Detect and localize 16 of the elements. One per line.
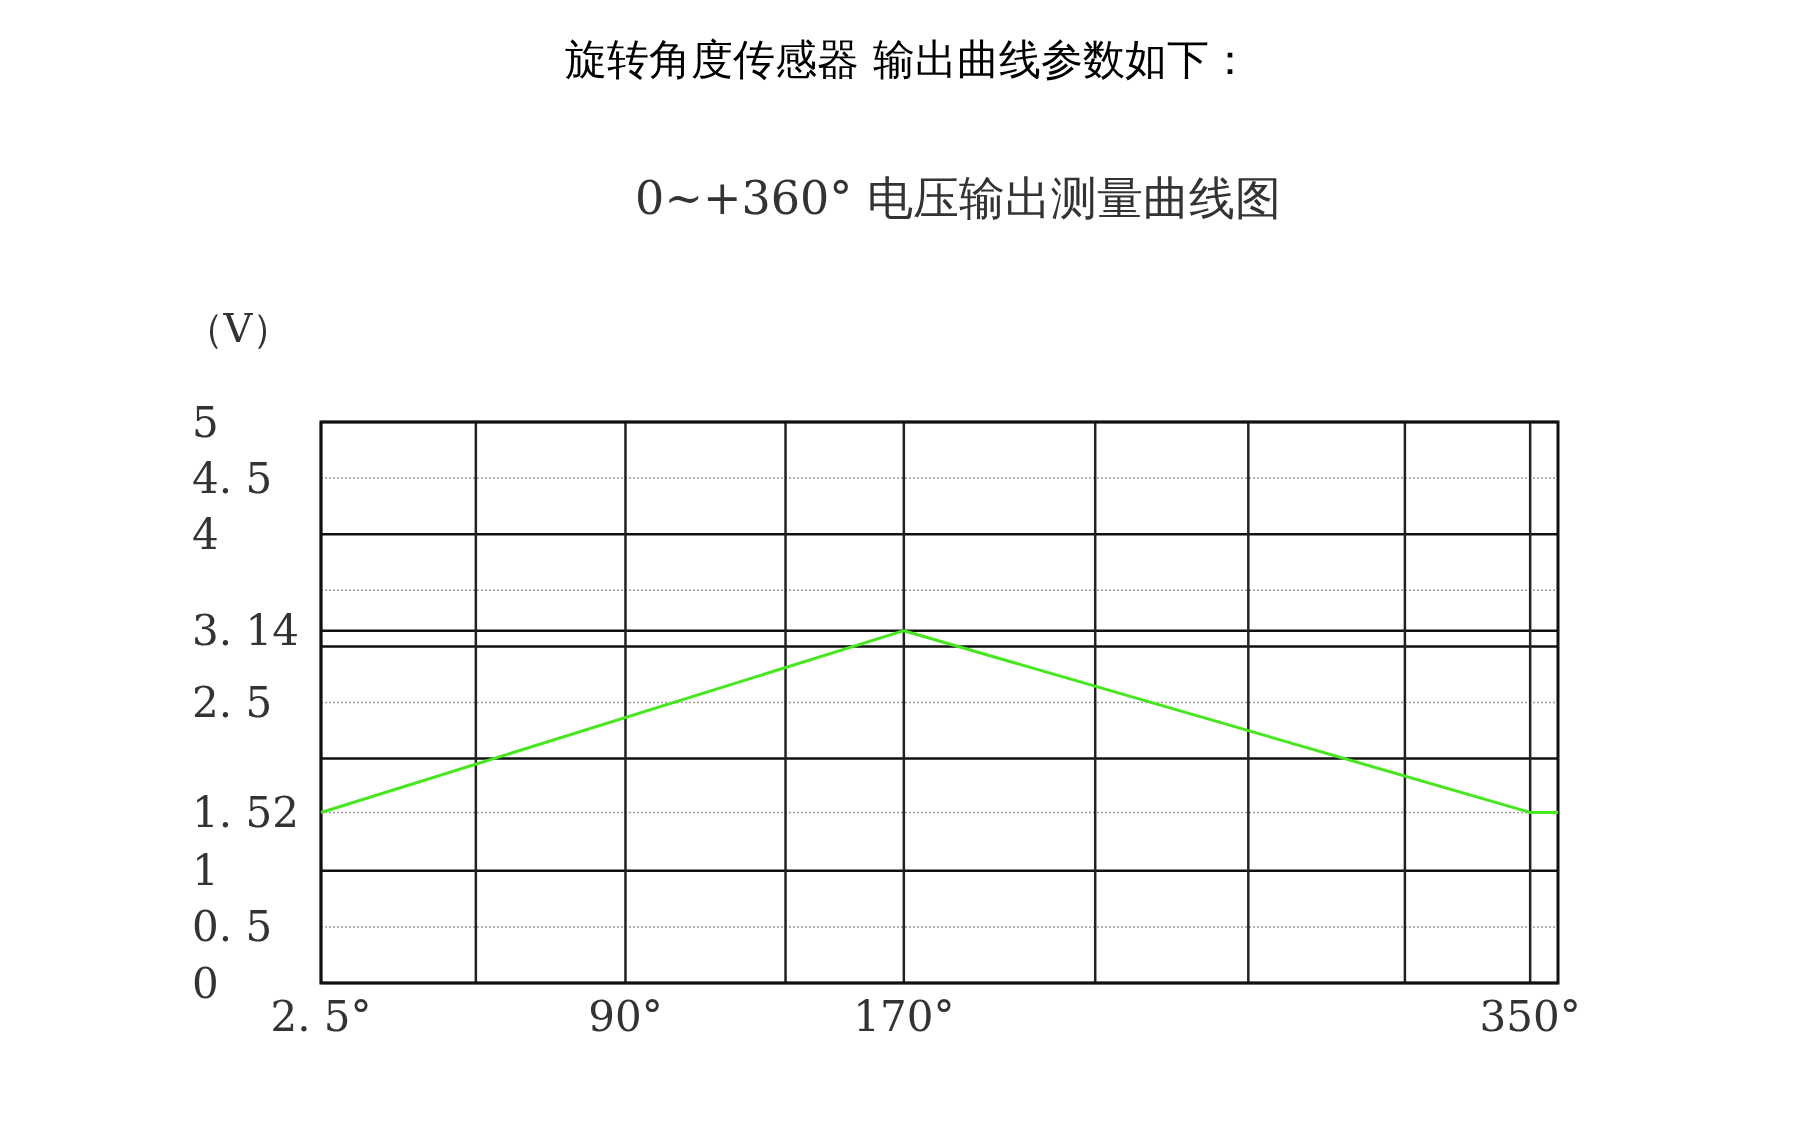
y-tick-label: 0 [192,958,219,1008]
y-tick-label: 3. 14 [192,606,299,656]
x-tick-label: 350° [1479,992,1581,1041]
y-tick-label: 4 [192,509,219,559]
y-tick-label: 4. 5 [192,453,273,503]
y-tick-label: 1 [192,846,219,896]
chart-subtitle: 0~+360° 电压输出测量曲线图 [635,171,1281,225]
y-tick-label: 5 [192,397,219,447]
y-tick-label: 0. 5 [192,902,273,952]
x-tick-label: 170° [853,992,955,1041]
y-tick-label: 1. 52 [192,787,299,837]
x-tick-label: 90° [588,992,663,1041]
y-axis-title: （V） [183,305,293,351]
x-tick-label: 2. 5° [270,992,372,1041]
y-tick-label: 2. 5 [192,678,273,727]
chart-title: 旋转角度传感器 输出曲线参数如下： [565,35,1251,84]
